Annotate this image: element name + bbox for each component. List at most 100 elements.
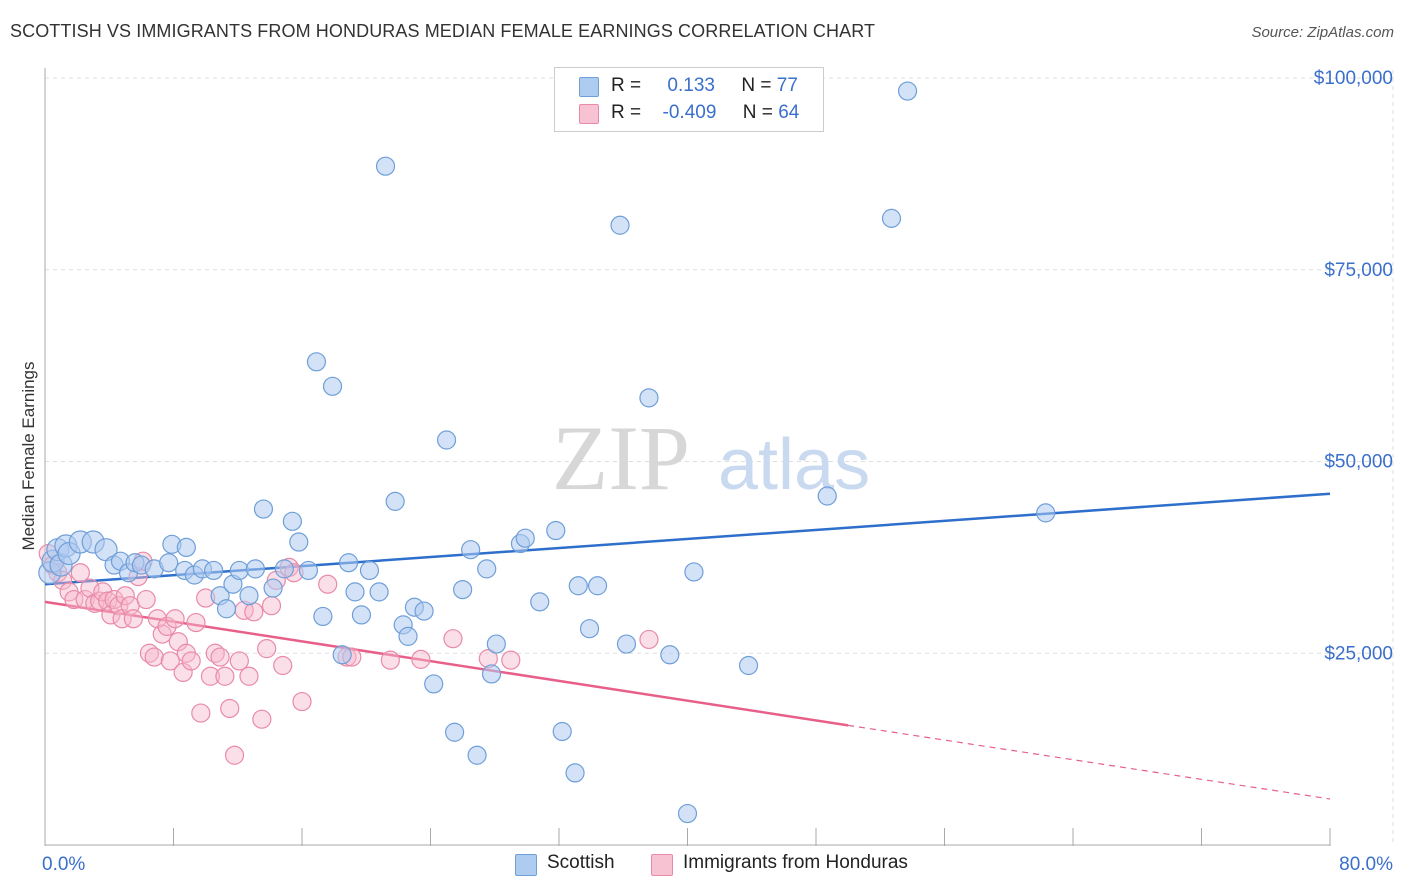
n-value-scottish: 77 (776, 75, 798, 96)
scottish-point (332, 645, 352, 665)
honduras-point (157, 616, 177, 637)
honduras-point (181, 651, 201, 671)
honduras-point (244, 602, 264, 622)
axis-labels: $25,000 $50,000 $75,000 $100,000 0.0% 80.0% (42, 68, 1393, 875)
scottish-legend-label: Scottish (547, 852, 615, 873)
scottish-point (436, 430, 457, 450)
y-tick-label: $50,000 (1324, 452, 1393, 473)
scottish-point (897, 81, 918, 101)
honduras-point (215, 666, 235, 686)
r-label: R = (611, 102, 642, 123)
scottish-point (245, 559, 266, 579)
scottish-point (677, 803, 698, 824)
honduras-point (639, 629, 659, 650)
scottish-point (306, 352, 327, 372)
scottish-point (274, 559, 294, 579)
honduras-point (80, 578, 100, 598)
honduras-trend-line (44, 600, 849, 727)
scottish-point (579, 619, 600, 639)
scottish-point (684, 562, 704, 582)
scottish-point (660, 645, 680, 665)
scottish-point (467, 745, 487, 765)
scottish-point (461, 540, 481, 560)
series-scottish (38, 81, 1056, 824)
honduras-point (229, 651, 249, 671)
honduras-point (191, 703, 211, 723)
scottish-point (351, 605, 372, 625)
honduras-point (115, 586, 135, 606)
scottish-point (552, 721, 572, 742)
scottish-point (610, 215, 630, 235)
honduras-point (443, 629, 463, 649)
honduras-point (144, 647, 164, 667)
scottish-point (345, 582, 365, 602)
scottish-point (616, 634, 637, 654)
honduras-point (136, 589, 156, 610)
scottish-point (486, 634, 506, 654)
honduras-point (239, 666, 259, 686)
x-tick-label: 0.0% (42, 854, 85, 875)
scottish-point (159, 553, 179, 573)
scottish-point (322, 376, 343, 396)
n-label: N = (742, 102, 773, 123)
scottish-point (587, 576, 608, 596)
y-tick-label: $75,000 (1324, 260, 1393, 281)
honduras-point (75, 589, 95, 610)
r-label: R = (611, 75, 642, 96)
scottish-point (298, 560, 319, 581)
honduras-point (70, 563, 90, 583)
scottish-point (398, 626, 418, 646)
scottish-point (375, 156, 396, 176)
scottish-point (229, 560, 249, 581)
honduras-point (93, 582, 113, 602)
r-value-scottish: 0.133 (667, 75, 715, 96)
honduras-point (380, 650, 400, 670)
scottish-point (359, 560, 380, 581)
x-tick-label: 80.0% (1339, 854, 1393, 875)
honduras-trend-line-extrapolated (848, 724, 1331, 800)
scottish-point (282, 511, 302, 531)
honduras-point (261, 596, 282, 616)
scottish-point (481, 664, 502, 684)
chart-title: SCOTTISH VS IMMIGRANTS FROM HONDURAS MED… (10, 21, 876, 41)
scottish-point (338, 553, 359, 573)
scottish-point (216, 599, 237, 619)
scottish-point (289, 532, 309, 552)
x-ticks (44, 828, 1331, 846)
scottish-point (204, 560, 224, 581)
honduras-point (64, 589, 84, 610)
scottish-point (239, 586, 259, 606)
honduras-point (501, 650, 521, 670)
honduras-point (220, 698, 240, 719)
scottish-point (530, 592, 550, 612)
watermark-zip: ZIP (552, 407, 690, 509)
scottish-point (1036, 503, 1056, 523)
source-label: Source: ZipAtlas.com (1251, 24, 1394, 41)
honduras-point (168, 632, 188, 652)
scottish-point (424, 674, 444, 694)
scottish-point (385, 491, 405, 511)
scottish-point (565, 763, 585, 783)
gridlines (44, 68, 1394, 846)
y-axis-label: Median Female Earnings (19, 362, 38, 551)
scottish-point (477, 559, 497, 579)
scottish-point (639, 388, 659, 408)
honduras-point (165, 609, 185, 629)
scottish-swatch (579, 77, 599, 97)
scottish-point (738, 655, 759, 676)
honduras-point (273, 655, 293, 676)
scottish-point (369, 582, 389, 602)
scottish-point (568, 576, 588, 596)
y-tick-label: $100,000 (1314, 68, 1393, 89)
honduras-point (160, 651, 180, 671)
honduras-point (224, 745, 245, 765)
honduras-point (292, 691, 312, 712)
honduras-point (318, 574, 338, 594)
honduras-point (210, 647, 230, 667)
scottish-point (263, 578, 283, 598)
scottish-point (546, 520, 566, 541)
n-value-honduras: 64 (778, 102, 800, 123)
r-value-honduras: -0.409 (662, 102, 717, 123)
honduras-point (252, 709, 272, 729)
